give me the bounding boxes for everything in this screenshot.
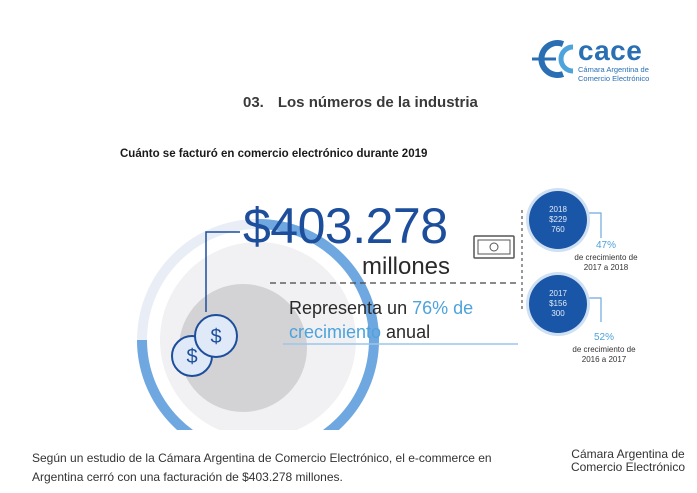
image-credit: Cámara Argentina de Comercio Electrónico (570, 447, 686, 474)
cace-logo-icon (532, 40, 574, 78)
bracket-2018 (582, 212, 602, 238)
bubble-value-cont: 760 (551, 225, 565, 234)
logo-wordmark: cace (578, 35, 643, 66)
bracket-2017 (582, 297, 602, 322)
svg-text:$: $ (210, 326, 221, 348)
year-bubble-2017: 2017 $156 300 (529, 275, 587, 333)
image-caption: Según un estudio de la Cámara Argentina … (32, 451, 492, 484)
section-number: 03. (243, 94, 264, 111)
section-heading: Los números de la industria (277, 94, 478, 111)
question-heading: Cuánto se facturó en comercio electrónic… (120, 148, 428, 160)
stat-label: de crecimiento de (574, 253, 638, 262)
banknote-icon (473, 235, 515, 259)
bubble-year: 2017 (549, 289, 567, 298)
growth-statement: Representa un 76% de crecimiento anual (289, 296, 473, 344)
svg-text:$: $ (186, 346, 197, 368)
bubble-year: 2018 (549, 205, 567, 214)
infographic-slide: $ $ cace Cámara Argentina de Comercio (120, 35, 650, 430)
stat-period: 2017 a 2018 (583, 263, 629, 272)
bubble-value: $229 (549, 215, 567, 224)
total-amount: $403.278 (243, 198, 448, 254)
growth-suffix: anual (381, 322, 431, 342)
infographic-decoration: $ $ (137, 40, 602, 430)
growth-stat-2018: 47% de crecimiento de 2017 a 2018 (566, 241, 646, 273)
connector-line (205, 231, 240, 312)
bubble-value-cont: 300 (551, 309, 565, 318)
growth-highlight: crecimiento (289, 322, 382, 342)
stat-label: de crecimiento de (572, 345, 636, 354)
stat-percent: 52% (593, 332, 614, 343)
logo-subtitle: Cámara Argentina de Comercio Electrónico (578, 65, 649, 83)
logo-subtitle-line2: Comercio Electrónico (578, 74, 650, 83)
amount-unit: millones (362, 253, 451, 280)
growth-prefix: Representa un (289, 298, 413, 318)
logo-subtitle-line1: Cámara Argentina de (578, 65, 649, 74)
coins-icon: $ $ (171, 314, 238, 377)
stat-period: 2016 a 2017 (581, 355, 627, 364)
section-title: 03. Los números de la industria (243, 94, 478, 111)
stat-percent: 47% (595, 240, 616, 251)
growth-percent: 76% de (412, 298, 474, 318)
year-bubble-2018: 2018 $229 760 (529, 191, 587, 249)
ring-progress (137, 219, 379, 430)
growth-stat-2017: 52% de crecimiento de 2016 a 2017 (564, 333, 644, 365)
bubble-value: $156 (549, 299, 567, 308)
